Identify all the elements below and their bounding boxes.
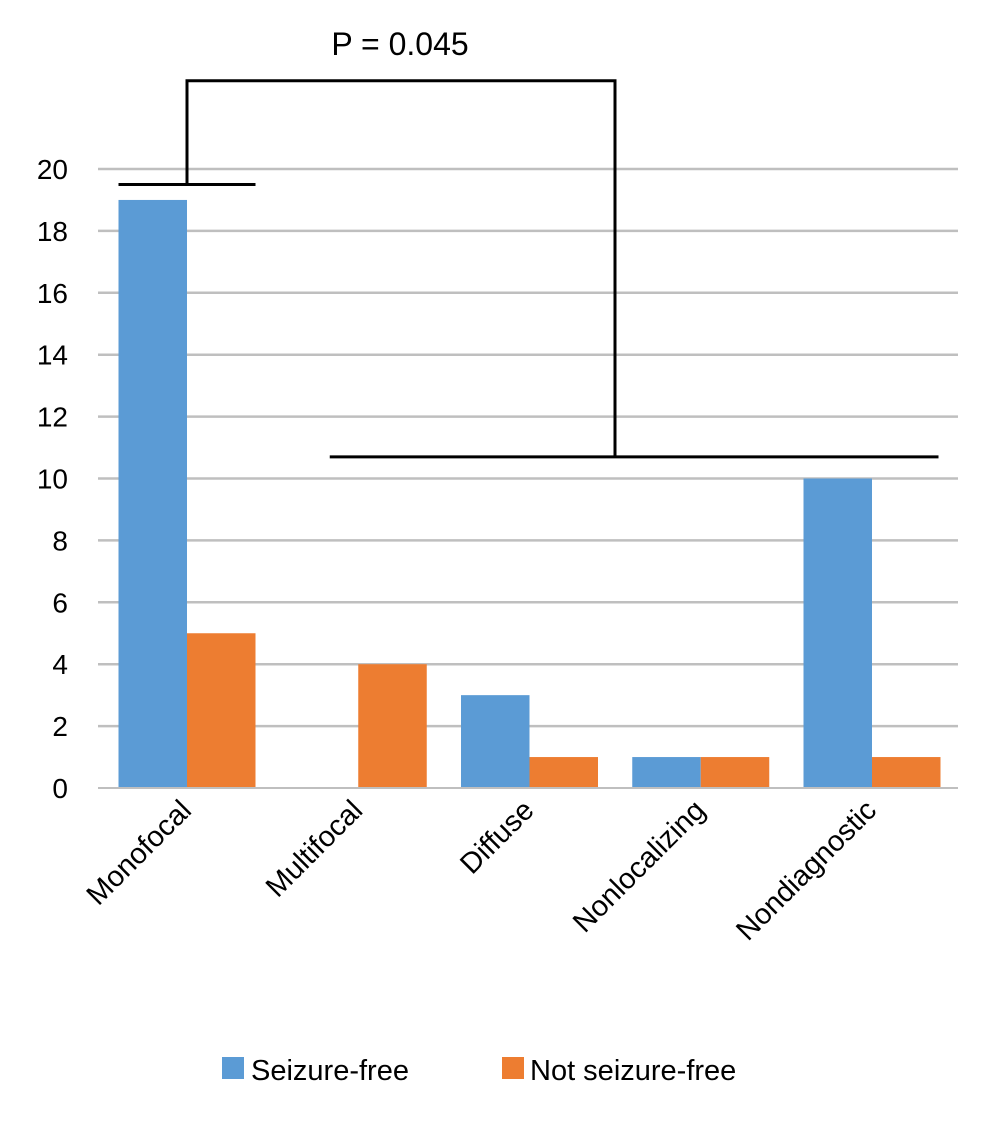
bar-seizure-free-diffuse xyxy=(461,695,530,788)
significance-bracket xyxy=(118,79,939,459)
y-tick-label: 2 xyxy=(52,711,68,742)
y-axis-ticks: 0 2 4 6 8 10 12 14 16 18 20 xyxy=(37,154,68,804)
y-tick-label: 8 xyxy=(52,525,68,556)
x-tick-label: Nonlocalizing xyxy=(567,794,712,939)
bar-seizure-free-nonlocalizing xyxy=(632,757,701,788)
y-tick-label: 14 xyxy=(37,340,68,371)
x-axis-labels: Monofocal Multifocal Diffuse Nonlocalizing N… xyxy=(81,794,883,947)
y-tick-label: 0 xyxy=(52,773,68,804)
bar-seizure-free-nondiagnostic xyxy=(803,478,872,788)
y-tick-label: 18 xyxy=(37,216,68,247)
y-tick-label: 16 xyxy=(37,278,68,309)
bar-not-seizure-free-nonlocalizing xyxy=(700,757,770,788)
bar-not-seizure-free-monofocal xyxy=(187,633,256,788)
x-tick-label: Nondiagnostic xyxy=(730,794,883,947)
bracket-connector xyxy=(185,79,617,457)
x-tick-label: Diffuse xyxy=(454,794,540,880)
bars xyxy=(118,199,941,788)
legend-label-not-seizure-free: Not seizure-free xyxy=(530,1055,736,1087)
y-tick-label: 4 xyxy=(52,649,68,680)
y-tick-label: 20 xyxy=(37,154,68,185)
y-tick-label: 6 xyxy=(52,587,68,618)
bar-not-seizure-free-diffuse xyxy=(529,757,598,788)
y-tick-label: 10 xyxy=(37,464,68,495)
bar-not-seizure-free-nondiagnostic xyxy=(872,757,941,788)
legend-label-seizure-free: Seizure-free xyxy=(251,1055,409,1087)
bar-seizure-free-monofocal xyxy=(118,199,187,788)
x-tick-label: Multifocal xyxy=(260,794,369,903)
y-tick-label: 12 xyxy=(37,402,68,433)
bar-not-seizure-free-multifocal xyxy=(358,664,427,788)
p-value-annotation: P = 0.045 xyxy=(331,26,468,62)
x-tick-label: Monofocal xyxy=(81,794,198,911)
legend: Seizure-free Not seizure-free xyxy=(222,1055,736,1087)
legend-swatch-not-seizure-free xyxy=(502,1057,524,1079)
legend-swatch-seizure-free xyxy=(222,1057,244,1079)
